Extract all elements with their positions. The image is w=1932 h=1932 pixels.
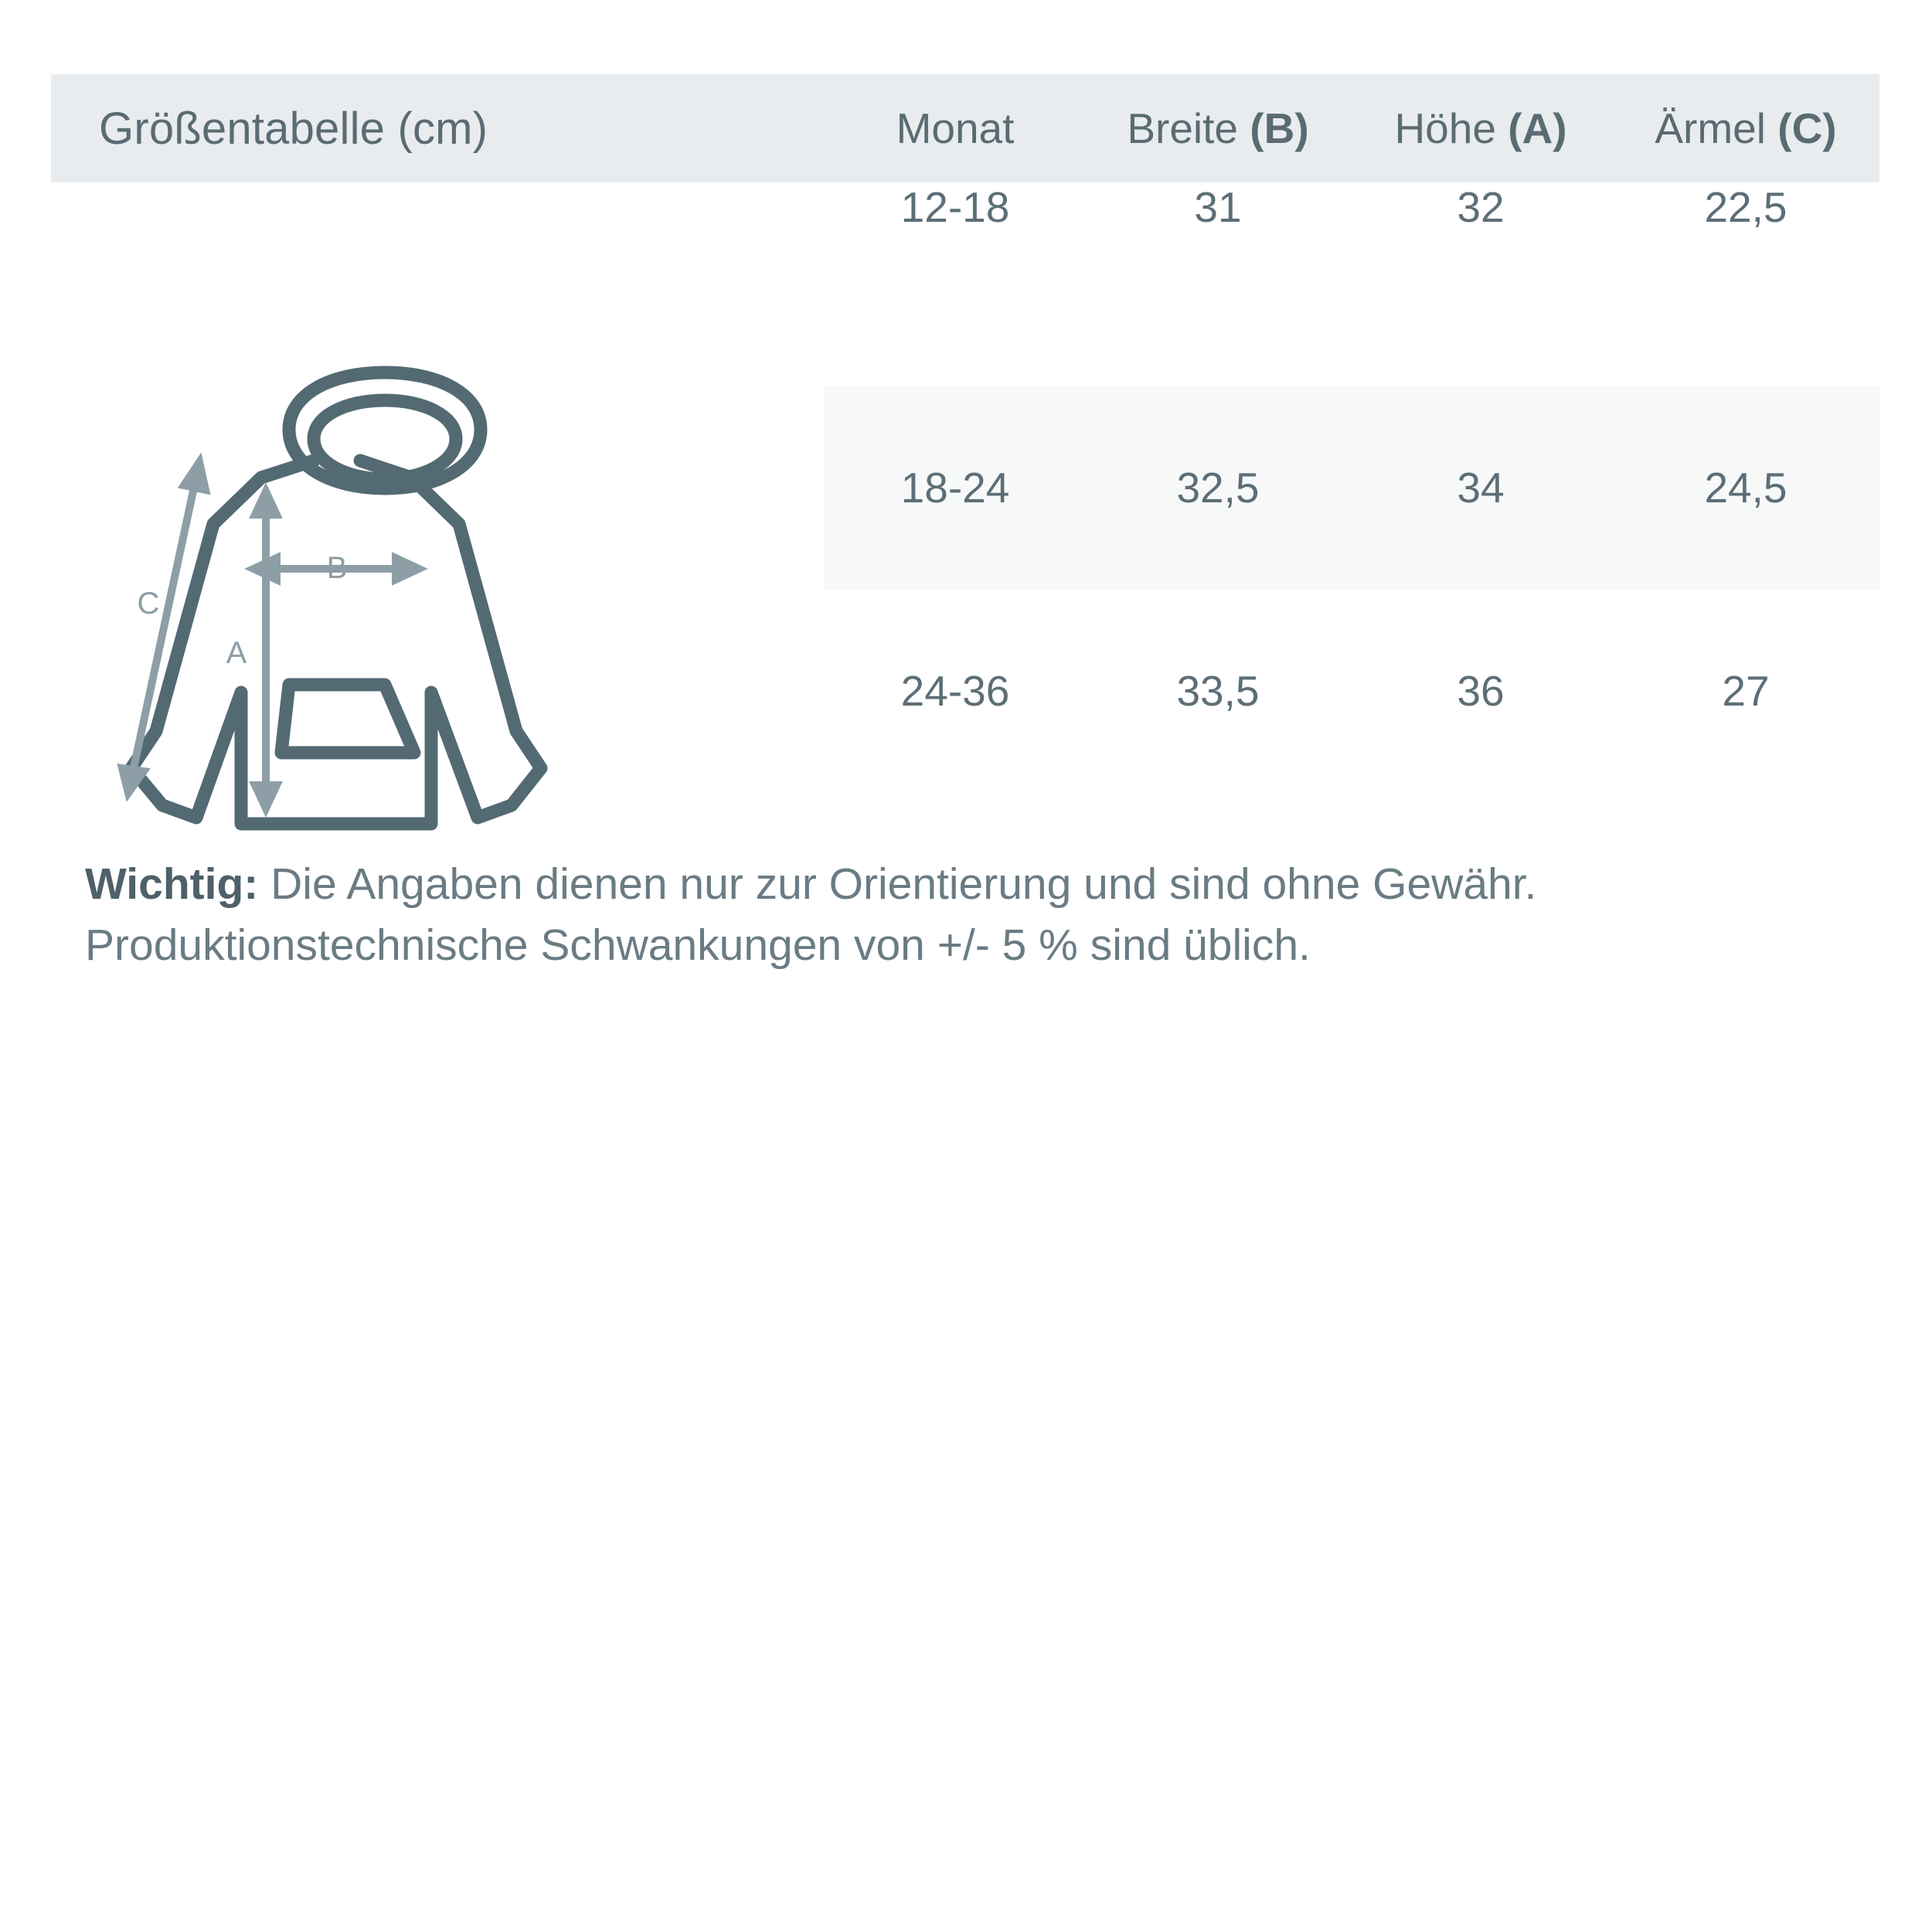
label-b: B	[327, 551, 348, 585]
table-header-row: Größentabelle (cm) Monat Breite (B) Höhe…	[51, 74, 1879, 182]
column-header-breite-label: Breite	[1127, 104, 1250, 152]
column-header-aermel-label: Ärmel	[1655, 104, 1778, 152]
label-c: C	[138, 587, 160, 621]
disclaimer-line1: Die Angaben dienen nur zur Orientierung …	[258, 859, 1537, 909]
column-header-aermel: Ärmel (C)	[1612, 74, 1879, 182]
column-header-breite: Breite (B)	[1087, 74, 1349, 182]
hoodie-diagram: B A C	[117, 366, 548, 831]
column-header-hoehe: Höhe (A)	[1349, 74, 1612, 182]
cell-breite-3: 33,5	[1176, 667, 1260, 716]
disclaimer-lead: Wichtig:	[85, 859, 259, 909]
cell-hoehe-1: 32	[1457, 183, 1505, 231]
cell-aermel-2: 24,5	[1704, 463, 1787, 512]
cell-hoehe-3: 36	[1457, 667, 1505, 716]
column-header-hoehe-label: Höhe	[1394, 104, 1509, 152]
cell-monat-3: 24-36	[900, 667, 1010, 716]
column-header-hoehe-code: (A)	[1508, 104, 1567, 152]
disclaimer-note: Wichtig: Die Angaben dienen nur zur Orie…	[85, 854, 1847, 975]
column-header-monat: Monat	[824, 74, 1087, 182]
table-row: 24-36 33,5 36 27	[51, 590, 1879, 793]
column-header-aermel-code: (C)	[1777, 104, 1837, 152]
label-a: A	[226, 636, 247, 670]
cell-monat-1: 12-18	[900, 183, 1010, 231]
cell-aermel-1: 22,5	[1704, 183, 1787, 231]
cell-monat-2: 18-24	[900, 463, 1010, 512]
disclaimer-line2: Produktionstechnische Schwankungen von +…	[85, 920, 1311, 970]
cell-aermel-3: 27	[1722, 667, 1770, 716]
dimension-arrows	[117, 452, 428, 818]
column-header-breite-code: (B)	[1250, 104, 1309, 152]
column-header-monat-label: Monat	[896, 104, 1015, 152]
size-table: Größentabelle (cm) Monat Breite (B) Höhe…	[51, 74, 1879, 831]
figure-and-first-rows: B A C 12-18 31 32 22,5	[51, 182, 1879, 831]
hoodie-outline-icon	[124, 366, 548, 831]
cell-hoehe-2: 34	[1457, 463, 1505, 512]
cell-breite-1: 31	[1194, 183, 1242, 231]
cell-breite-2: 32,5	[1176, 463, 1260, 512]
dimension-labels: B A C	[138, 551, 348, 670]
page-title: Größentabelle (cm)	[99, 103, 488, 154]
garment-figure-cell: B A C	[51, 182, 824, 831]
